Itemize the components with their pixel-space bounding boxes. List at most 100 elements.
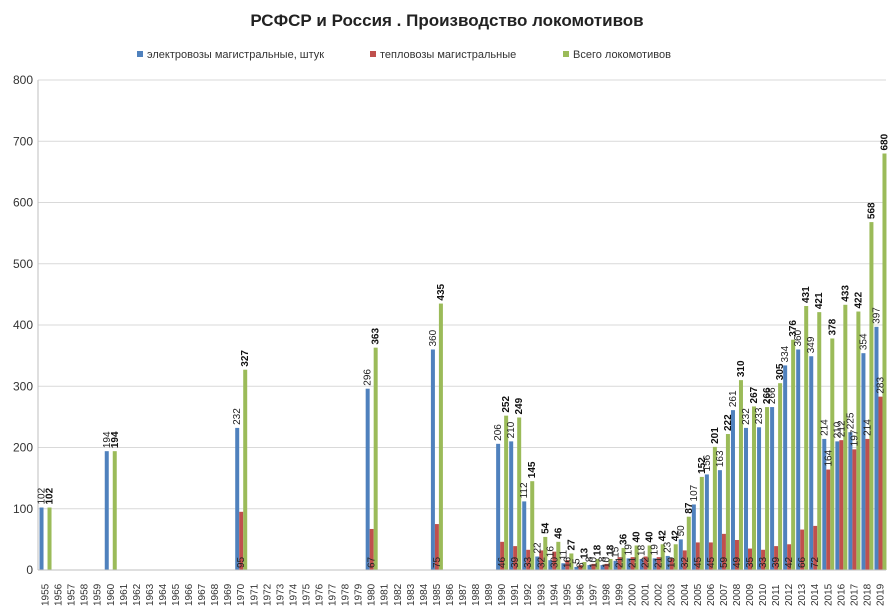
data-label-0-1980: 296 (363, 369, 374, 386)
data-label-0-1992: 112 (519, 482, 530, 498)
data-label-1-1997: 10 (588, 556, 599, 568)
bar-1-2013 (800, 529, 805, 570)
x-tick-label-1971: 1971 (249, 583, 260, 606)
bar-2-2004 (686, 516, 691, 570)
bar-2-2016 (843, 304, 848, 570)
y-tick-label-100: 100 (13, 502, 33, 516)
bar-0-2006 (704, 474, 709, 570)
bar-0-2000 (626, 558, 631, 570)
bar-0-1970 (235, 427, 240, 570)
data-label-1-1993: 32 (536, 556, 547, 568)
x-tick-label-2011: 2011 (771, 584, 782, 606)
bar-2-2001 (647, 545, 652, 570)
x-tick-label-2016: 2016 (836, 583, 847, 606)
y-tick-label-600: 600 (13, 196, 33, 210)
bar-2-2017 (856, 311, 861, 570)
x-tick-label-1987: 1987 (458, 583, 469, 606)
data-label-0-1993: 22 (532, 542, 543, 554)
bar-1-2004 (682, 550, 687, 570)
data-label-1-2002: 21 (654, 556, 665, 568)
bar-0-2015 (822, 438, 827, 570)
bar-2-2015 (830, 338, 835, 570)
y-tick-label-500: 500 (13, 257, 33, 271)
bar-1-2006 (708, 542, 713, 570)
data-label-2-2001: 40 (645, 531, 656, 543)
x-tick-label-1980: 1980 (367, 583, 378, 606)
bar-0-1996 (574, 566, 579, 570)
bar-0-2003 (665, 555, 670, 570)
x-tick-label-1990: 1990 (497, 583, 508, 606)
data-label-2-2014: 421 (814, 292, 825, 309)
data-label-0-2010: 233 (754, 407, 765, 424)
x-tick-label-1978: 1978 (341, 583, 352, 606)
bar-2-2007 (725, 434, 730, 570)
x-tick-label-2006: 2006 (706, 583, 717, 606)
data-label-1-1980: 67 (367, 556, 378, 568)
data-label-2-2004: 87 (684, 502, 695, 514)
bar-0-2019 (874, 326, 879, 570)
bar-1-2015 (826, 469, 831, 570)
bar-0-2005 (691, 504, 696, 570)
bar-1-1996 (578, 565, 583, 570)
legend: электровозы магистральные, штук тепловозы… (137, 49, 671, 61)
data-label-1-1970: 95 (236, 556, 247, 568)
y-tick-label-700: 700 (13, 134, 33, 148)
data-label-1-2019: 283 (875, 377, 886, 394)
x-tick-label-2003: 2003 (667, 583, 678, 606)
x-tick-label-2007: 2007 (719, 583, 730, 606)
x-tick-label-1965: 1965 (171, 583, 182, 606)
x-tick-label-2008: 2008 (732, 583, 743, 606)
data-label-2-1980: 363 (371, 328, 382, 345)
x-tick-label-2005: 2005 (693, 583, 704, 606)
bar-0-1991 (509, 441, 514, 570)
data-label-1-2000: 21 (628, 556, 639, 568)
bar-1-2016 (839, 440, 844, 570)
data-label-0-1997: 8 (584, 556, 595, 562)
bar-1-2019 (878, 396, 883, 570)
bar-1-1991 (513, 546, 518, 570)
bar-2-1990 (504, 415, 509, 570)
data-label-2-1955: 102 (45, 487, 56, 504)
data-label-2-2011: 305 (775, 363, 786, 380)
data-label-1-1994: 30 (549, 556, 560, 568)
bar-0-2014 (809, 356, 814, 570)
x-tick-label-1973: 1973 (275, 583, 286, 606)
grid (38, 79, 886, 571)
x-tick-label-1985: 1985 (432, 583, 443, 606)
y-tick-label-0: 0 (26, 563, 33, 577)
data-label-2-1992: 145 (527, 461, 538, 478)
data-label-1-2014: 72 (810, 556, 821, 568)
data-label-2-2002: 42 (658, 530, 669, 542)
data-label-0-1985: 360 (428, 329, 439, 346)
bar-1-1970 (239, 511, 244, 570)
bar-0-2012 (783, 365, 788, 570)
x-tick-label-1966: 1966 (184, 583, 195, 606)
bar-2-1996 (582, 562, 587, 570)
x-tick-label-1989: 1989 (484, 583, 495, 606)
bar-0-2010 (757, 427, 762, 570)
bar-0-1992 (522, 501, 527, 570)
bar-2-2002 (660, 544, 665, 570)
bar-0-1994 (548, 560, 553, 570)
bar-1-1980 (369, 528, 374, 570)
data-label-1-2012: 42 (784, 556, 795, 568)
x-tick-label-2013: 2013 (797, 583, 808, 606)
x-tick-label-2019: 2019 (875, 583, 886, 606)
data-label-2-1996: 13 (579, 547, 590, 559)
bar-2-2019 (882, 153, 887, 570)
bar-0-1993 (535, 556, 540, 570)
bar-2-2008 (738, 380, 743, 570)
data-label-2-2008: 310 (736, 360, 747, 377)
bar-1-1998 (604, 563, 609, 570)
data-label-0-2002: 19 (650, 544, 661, 556)
data-label-1-2004: 32 (680, 556, 691, 568)
x-tick-label-2000: 2000 (628, 583, 639, 606)
data-label-1-2017: 197 (849, 429, 860, 446)
legend-swatch-0 (137, 51, 143, 57)
x-tick-label-1994: 1994 (549, 583, 560, 606)
bar-1-2000 (630, 557, 635, 570)
x-tick-label-1979: 1979 (354, 583, 365, 606)
data-label-1-1990: 46 (497, 556, 508, 568)
data-label-2-2015: 378 (827, 318, 838, 335)
data-label-1-2013: 66 (797, 556, 808, 568)
